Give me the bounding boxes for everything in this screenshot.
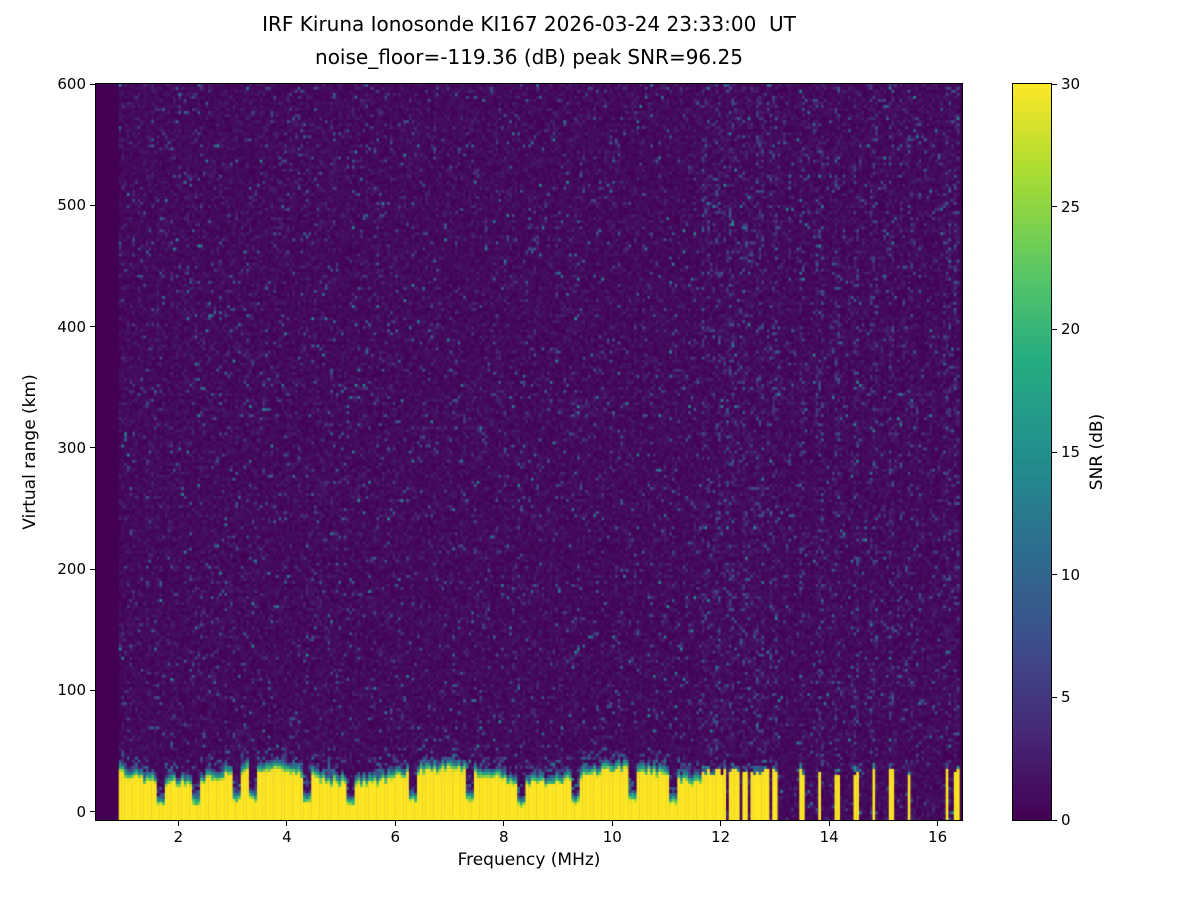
y-tick-mark: [90, 811, 95, 812]
colorbar-tick-mark: [1052, 574, 1057, 576]
x-tick-mark: [720, 821, 722, 826]
y-tick-label: 300: [57, 438, 86, 457]
x-tick-mark: [503, 821, 505, 826]
colorbar-tick-mark: [1052, 451, 1057, 453]
x-tick-mark: [611, 821, 613, 826]
x-tick-label: 6: [390, 828, 401, 846]
y-tick-label: 200: [57, 560, 86, 578]
plot-area: [95, 83, 963, 821]
y-tick-label: 400: [57, 317, 86, 336]
colorbar-tick-mark: [1052, 83, 1057, 85]
plot-subtitle: noise_floor=-119.36 (dB) peak SNR=96.25: [315, 45, 743, 69]
colorbar-tick-label: 20: [1061, 320, 1081, 339]
colorbar-gradient: [1013, 84, 1051, 820]
x-tick-mark: [937, 821, 939, 826]
x-tick-mark: [828, 821, 830, 826]
ionogram-heatmap: [96, 84, 962, 820]
colorbar-tick-mark: [1052, 206, 1057, 208]
x-tick-label: 12: [711, 828, 731, 846]
y-tick-mark: [90, 83, 95, 85]
x-tick-label: 10: [602, 828, 622, 846]
colorbar-tick-label: 30: [1061, 75, 1081, 93]
colorbar-tick-label: 10: [1061, 565, 1081, 584]
colorbar-tick-mark: [1052, 696, 1057, 698]
y-tick-mark: [90, 326, 95, 327]
y-tick-label: 0: [76, 802, 86, 821]
y-tick-mark: [90, 447, 95, 449]
colorbar: [1012, 83, 1052, 821]
y-tick-mark: [90, 689, 95, 691]
x-tick-label: 4: [282, 828, 292, 846]
y-tick-label: 500: [57, 196, 86, 215]
colorbar-label: SNR (dB): [1087, 413, 1107, 491]
y-axis-label: Virtual range (km): [20, 374, 40, 530]
y-tick-mark: [90, 568, 95, 570]
y-tick-label: 100: [57, 681, 86, 700]
plot-title: IRF Kiruna Ionosonde KI167 2026-03-24 23…: [262, 12, 796, 36]
y-tick-mark: [90, 204, 95, 206]
colorbar-tick-label: 0: [1061, 811, 1071, 829]
x-tick-mark: [286, 821, 288, 826]
y-tick-label: 600: [57, 75, 86, 93]
x-tick-mark: [394, 821, 396, 826]
colorbar-tick-label: 5: [1061, 688, 1071, 707]
x-tick-mark: [177, 821, 179, 826]
x-tick-label: 14: [819, 828, 839, 846]
x-axis-label: Frequency (MHz): [457, 850, 601, 870]
colorbar-tick-label: 15: [1061, 443, 1081, 461]
colorbar-tick-mark: [1052, 819, 1057, 821]
colorbar-tick-label: 25: [1061, 197, 1081, 216]
colorbar-tick-mark: [1052, 328, 1057, 330]
x-tick-label: 16: [928, 828, 948, 846]
x-tick-label: 8: [499, 828, 509, 846]
x-tick-label: 2: [173, 828, 184, 846]
